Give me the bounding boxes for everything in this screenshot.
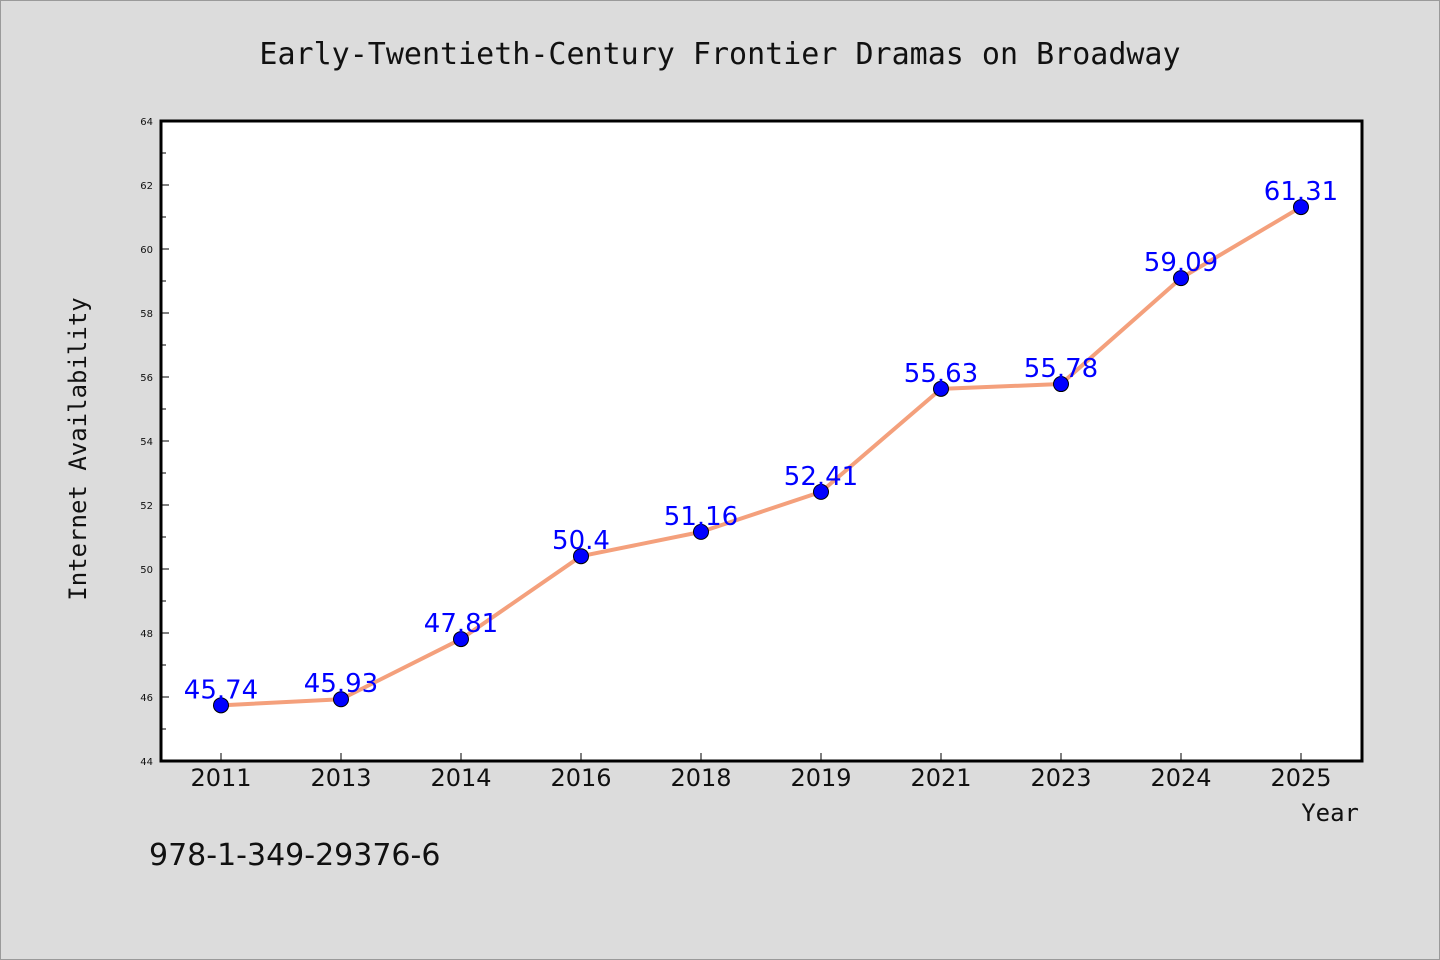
x-tick-label: 2024 xyxy=(1150,764,1211,792)
data-point xyxy=(1293,199,1309,216)
data-point xyxy=(933,380,949,397)
x-tick-label: 2014 xyxy=(430,764,491,792)
data-point xyxy=(693,523,709,540)
y-tick-label: 44 xyxy=(140,757,153,768)
x-axis-label: Year xyxy=(1301,799,1359,827)
data-point xyxy=(333,691,349,708)
y-tick-label: 56 xyxy=(140,373,153,384)
y-tick-label: 48 xyxy=(140,629,153,640)
y-tick-label: 46 xyxy=(140,693,153,704)
y-tick-label: 60 xyxy=(140,245,153,256)
data-point xyxy=(1053,376,1069,393)
y-axis-label: Internet Availability xyxy=(64,297,92,600)
series-line xyxy=(219,205,1303,708)
data-label: 47.81 xyxy=(424,609,498,639)
data-label: 45.74 xyxy=(184,675,258,705)
data-label: 52.41 xyxy=(784,462,858,492)
chart-title: Early-Twentieth-Century Frontier Dramas … xyxy=(259,37,1180,72)
data-point xyxy=(1173,270,1189,287)
data-label: 45.93 xyxy=(304,669,378,699)
y-tick-label: 64 xyxy=(140,117,153,128)
y-axis: 44 46 48 50 52 54 56 58 60 62 64 xyxy=(140,117,169,768)
data-label: 50.4 xyxy=(552,526,610,556)
data-label: 61.31 xyxy=(1264,177,1338,207)
y-tick-label: 54 xyxy=(140,437,153,448)
y-tick-label: 62 xyxy=(140,181,153,192)
x-tick-label: 2019 xyxy=(790,764,851,792)
x-tick-label: 2011 xyxy=(190,764,251,792)
y-tick-label: 52 xyxy=(140,501,153,512)
data-label: 59.09 xyxy=(1144,248,1218,278)
x-tick-label: 2013 xyxy=(310,764,371,792)
plot-area xyxy=(159,119,1364,763)
x-tick-label: 2023 xyxy=(1030,764,1091,792)
data-label: 55.63 xyxy=(904,359,978,389)
x-tick-label: 2018 xyxy=(670,764,731,792)
data-point xyxy=(213,697,229,714)
x-axis: 2011 2013 2014 2016 2018 2019 2021 2023 2024 2025 xyxy=(190,753,1332,792)
y-tick-label: 58 xyxy=(140,309,153,320)
x-tick-label: 2021 xyxy=(910,764,971,792)
x-tick-label: 2025 xyxy=(1270,764,1331,792)
data-label: 51.16 xyxy=(664,502,738,532)
data-point xyxy=(453,631,469,648)
data-point xyxy=(813,483,829,500)
x-tick-label: 2016 xyxy=(550,764,611,792)
isbn-footer: 978-1-349-29376-6 xyxy=(149,838,440,873)
data-label: 55.78 xyxy=(1024,354,1098,384)
data-point xyxy=(573,548,589,565)
series-group: 45.74 45.93 47.81 50.4 51.16 52.41 55.63 55.78 5… xyxy=(184,177,1338,714)
y-tick-label: 50 xyxy=(140,565,153,576)
